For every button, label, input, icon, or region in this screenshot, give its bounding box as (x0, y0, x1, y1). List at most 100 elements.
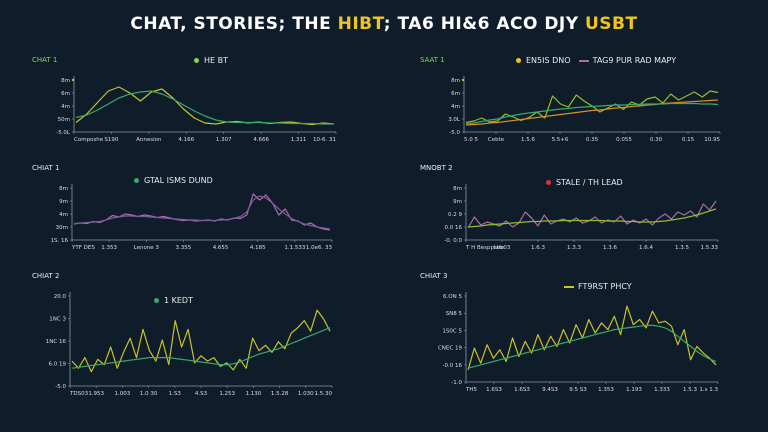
title-part-1: CHAT, STORIES; THE (130, 14, 338, 34)
chart-label: CHIAT 2 (32, 272, 60, 280)
chart-legend: GTAL ISMS DUND (134, 176, 213, 185)
series-line-2 (75, 90, 334, 125)
x-tick-label: 4.666 (253, 137, 269, 143)
y-tick-label: 6m (61, 91, 70, 97)
y-tick-label: 4m (451, 104, 460, 110)
chart-label: CHAT 1 (32, 56, 58, 64)
x-tick-label: 1.0e6. 33 (306, 245, 333, 251)
legend-entry: STALE / TH LEAD (556, 178, 623, 187)
x-tick-label: 0.15 (682, 137, 695, 143)
y-tick-label: 50m (58, 117, 70, 123)
y-tick-marker (461, 78, 465, 82)
x-tick-label: 1.1.533 (284, 245, 305, 251)
legend-marker (154, 298, 159, 303)
x-tick-label: 4.S3 (195, 391, 208, 397)
x-tick-label: 1.311 (291, 137, 307, 143)
y-tick-label: 8m (59, 186, 68, 192)
chart-label: CHIAT 1 (32, 164, 60, 172)
title-accent-2: USBT (585, 14, 638, 34)
legend-marker (546, 180, 551, 185)
legend-marker (194, 58, 199, 63)
x-tick-label: YTF DES (71, 245, 95, 251)
x-tick-label: 1.5.28 (271, 391, 289, 397)
chart-panel-3: CHIAT 1 GTAL ISMS DUND 8m 9m 4m 30m 1S. 16 YTF … (30, 160, 350, 260)
x-tick-label: 1.3.6 (603, 245, 617, 251)
x-tick-label: 1.6.3 (531, 245, 545, 251)
y-tick-label: 0.0 16 (445, 225, 463, 231)
chart-legend: FT9RST PHCY (556, 282, 632, 291)
axis-line (69, 292, 332, 387)
x-tick-label: TDS03 (69, 391, 89, 397)
y-tick-label: 8m (453, 186, 462, 192)
y-tick-label: 0.2 9 (448, 212, 462, 218)
y-tick-label: 1S0C 5 (442, 328, 462, 334)
x-tick-label: 5.5+6 (552, 137, 569, 143)
series-line-1 (467, 305, 717, 371)
y-tick-label: -0.0 16 (443, 363, 463, 369)
x-tick-label: 1.130 (246, 391, 262, 397)
series-line-2 (465, 99, 719, 126)
x-tick-label: 0.35 (586, 137, 599, 143)
chart-legend: 1 KEDT (154, 296, 193, 305)
legend-entry: HE BT (204, 56, 228, 65)
x-tick-label: 9.4S3 (542, 387, 558, 393)
y-tick-label: 6m (451, 91, 460, 97)
chart-svg: 8m 9m 0.2 9 0.0 16 -0. 0.0T H BesppstieLeb03… (444, 184, 719, 251)
x-tick-label: 1.6.4 (639, 245, 653, 251)
chart-panel-2: SAAT 1 EN5IS DNO TAG9 PUR RAD MAPY 8m 6m 4m 3.… (418, 52, 738, 152)
y-tick-label: 8m (61, 78, 70, 84)
x-tick-label: 1.5.33 (701, 245, 719, 251)
y-tick-label: 9m (59, 199, 68, 205)
x-tick-label: TH5 (465, 387, 477, 393)
x-tick-label: 1.307 (216, 137, 232, 143)
y-tick-label: -5.0 (55, 384, 66, 390)
chart-panel-4: MNOBT 2 STALE / TH LEAD 8m 9m 0.2 9 0.0 16 -0.… (418, 160, 738, 260)
y-tick-label: -5.0 (449, 130, 460, 136)
y-tick-label: 1NC 3 (49, 317, 66, 323)
series-line-2 (73, 195, 331, 230)
chart-legend: HE BT (194, 56, 228, 65)
x-tick-label: 1.S3 (169, 391, 182, 397)
x-tick-label: 1.3.5 (675, 245, 689, 251)
y-tick-label: 6.0 19 (49, 362, 67, 368)
y-tick-label: -0. 0.0 (444, 238, 462, 244)
x-tick-label: 1.5.3 (683, 387, 697, 393)
y-tick-label: -1.0 (451, 380, 462, 386)
x-tick-label: Composhe (74, 137, 104, 143)
x-tick-label: 4.166 (178, 137, 194, 143)
y-tick-label: 8m (451, 78, 460, 84)
x-tick-label: 1.353 (598, 387, 614, 393)
legend-marker (564, 285, 574, 288)
x-tick-label: 9.5 S3 (569, 387, 587, 393)
x-tick-label: T H Besppstie (465, 245, 505, 251)
chart-panel-5: CHIAT 2 1 KEDT 20.0 1NC 3 1NC 16 6.0 19 -5.0 TD… (30, 268, 350, 408)
title-part-2: ; TA6 HI&6 ACO DJY (383, 14, 585, 34)
x-tick-label: Cebte (488, 137, 505, 143)
x-tick-label: 1.253 (219, 391, 235, 397)
chart-label: CHIAT 3 (420, 272, 448, 280)
x-tick-label: 1.6S3 (514, 387, 530, 393)
y-tick-label: 1S. 16 (51, 238, 69, 244)
legend-entry: 1 KEDT (164, 296, 193, 305)
x-tick-label: 1.s 1.3 (699, 387, 718, 393)
y-tick-label: SN8 5 (446, 311, 463, 317)
x-tick-label: Lenone 3 (134, 245, 160, 251)
series-line-2 (467, 208, 717, 228)
page-title: CHAT, STORIES; THE HIBT; TA6 HI&6 ACO DJ… (0, 14, 768, 34)
x-tick-label: 10-6. 31 (313, 137, 336, 143)
x-tick-label: 5.0 5 (464, 137, 478, 143)
x-tick-label: 1.353 (101, 245, 117, 251)
legend-marker (516, 58, 521, 63)
chart-legend: STALE / TH LEAD (546, 178, 623, 187)
x-tick-label: 1.333 (654, 387, 670, 393)
series-line-1 (71, 309, 331, 373)
x-tick-label: 1.030 (298, 391, 314, 397)
x-tick-label: Annesion (136, 137, 162, 143)
chart-label: MNOBT 2 (420, 164, 453, 172)
y-tick-label: 6.ON 5 (443, 294, 462, 300)
x-tick-label: 1.6S3 (486, 387, 502, 393)
y-tick-label: -5.0L (56, 130, 71, 136)
